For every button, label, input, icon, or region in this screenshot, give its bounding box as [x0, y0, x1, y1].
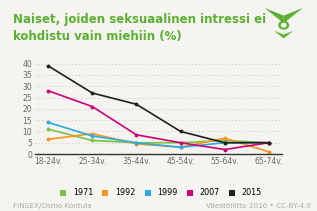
Text: kohdistu vain miehiin (%): kohdistu vain miehiin (%)	[13, 30, 181, 43]
Circle shape	[279, 21, 288, 29]
Circle shape	[281, 23, 286, 27]
Text: Väestöliitto 2016 • CC-BY-4.0: Väestöliitto 2016 • CC-BY-4.0	[206, 203, 311, 209]
Polygon shape	[265, 8, 284, 23]
Text: Naiset, joiden seksuaalinen intressi ei: Naiset, joiden seksuaalinen intressi ei	[13, 13, 266, 26]
Polygon shape	[284, 8, 303, 23]
Legend: 1971, 1992, 1999, 2007, 2015: 1971, 1992, 1999, 2007, 2015	[55, 188, 262, 197]
Text: FINSEX/Osmo Kontula: FINSEX/Osmo Kontula	[13, 203, 91, 209]
Polygon shape	[274, 31, 293, 38]
